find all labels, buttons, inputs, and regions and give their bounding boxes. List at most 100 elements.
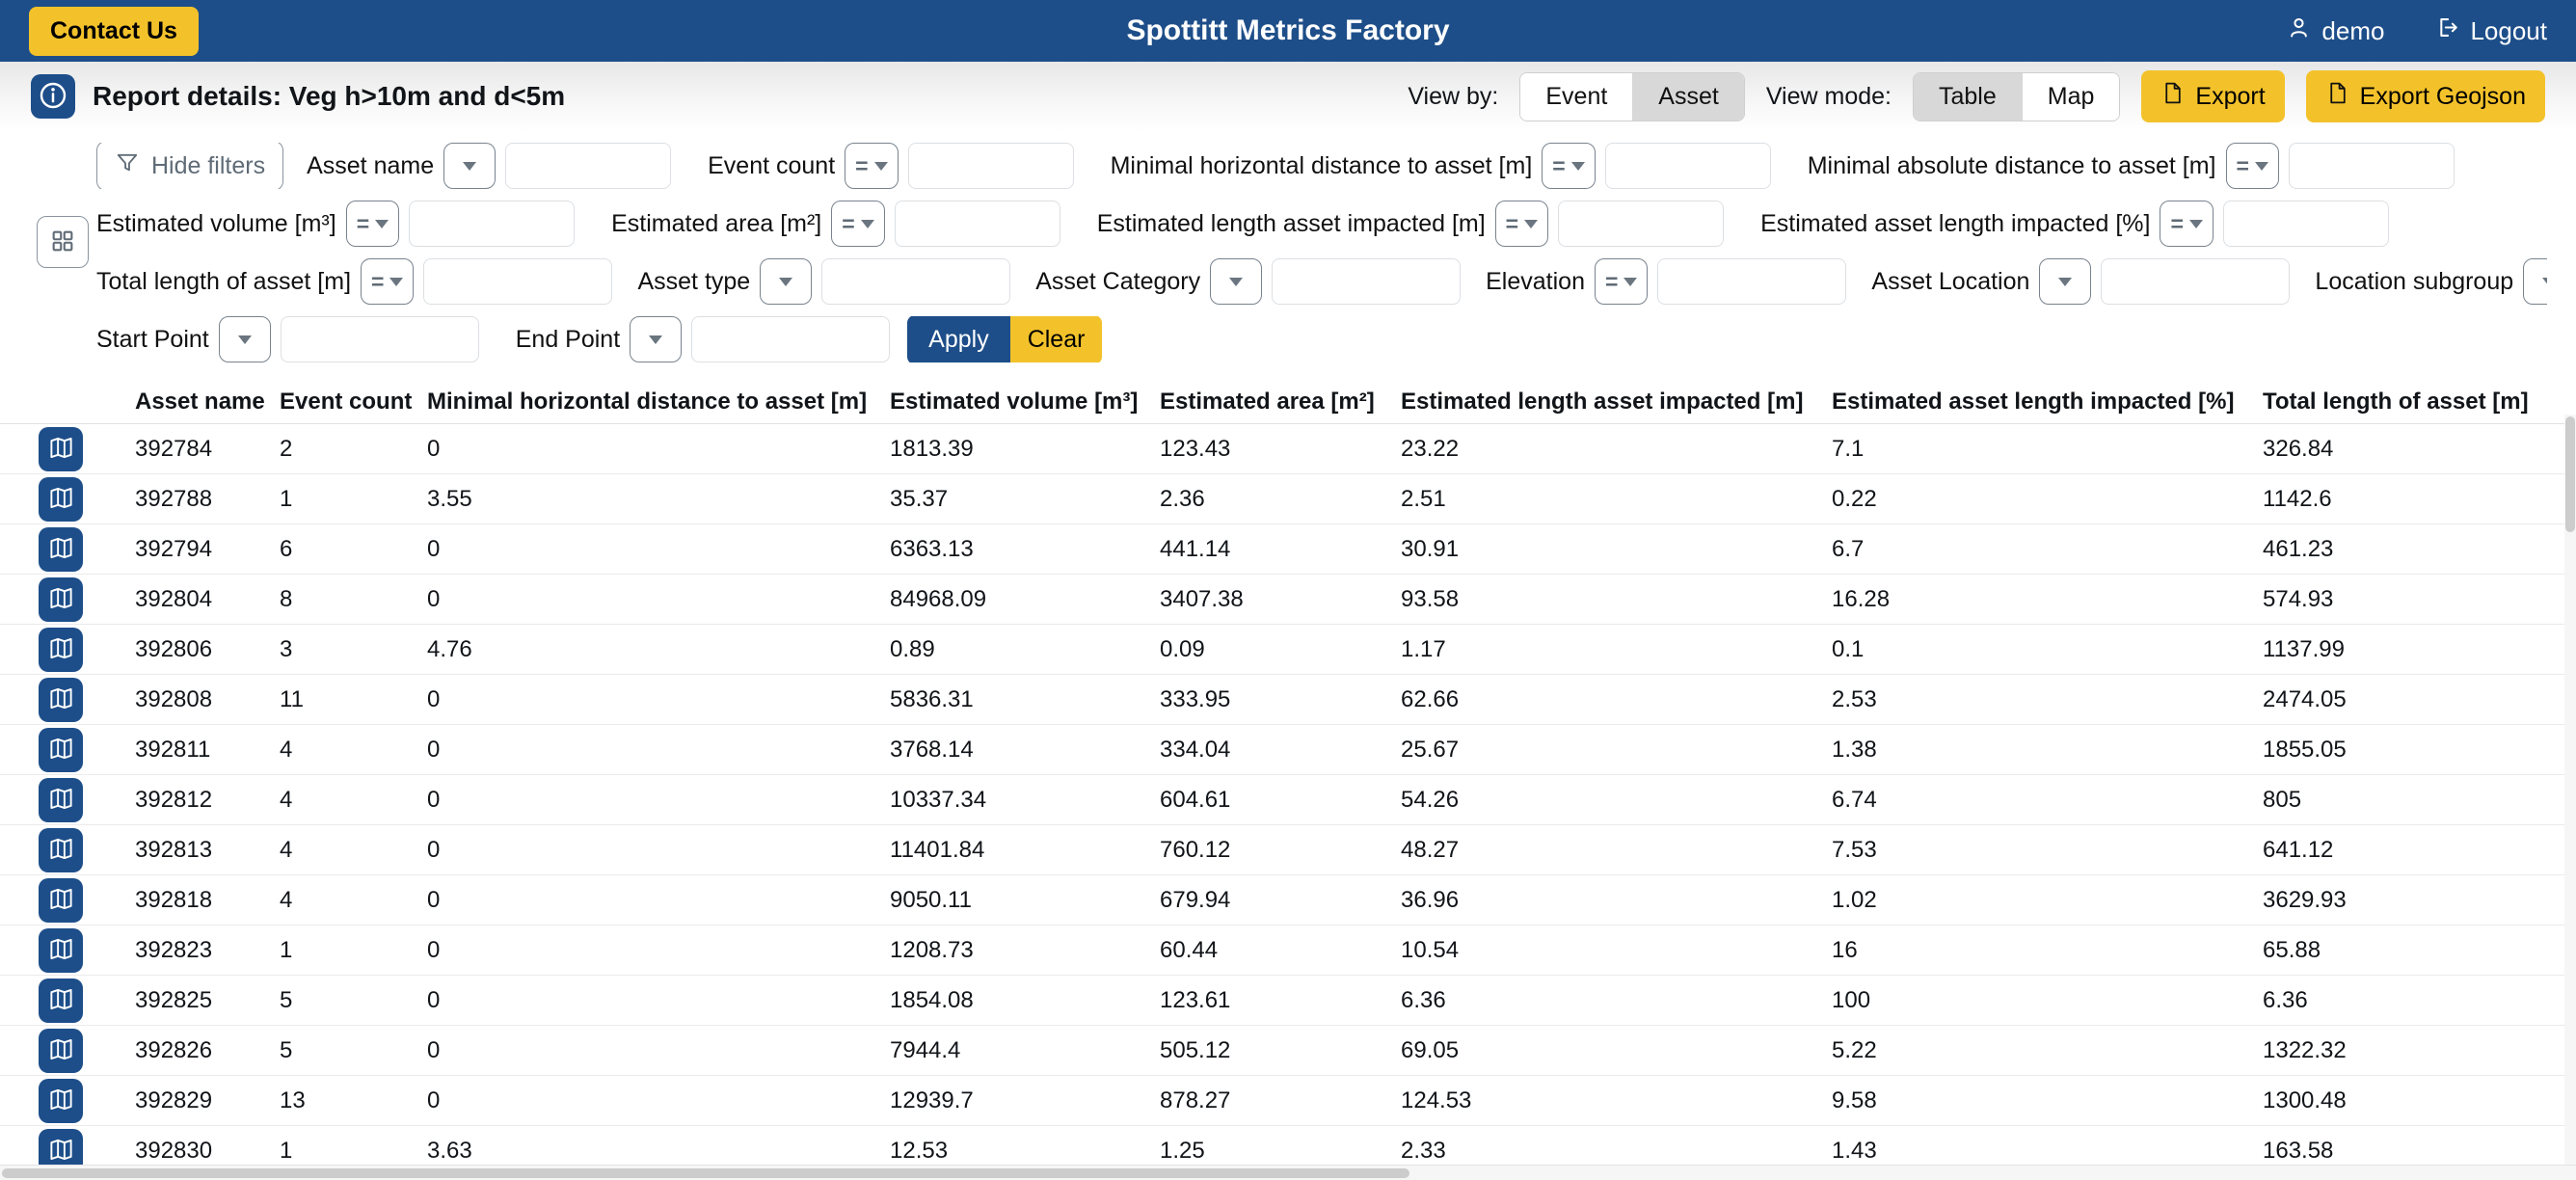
horizontal-scrollbar-thumb[interactable]: [2, 1168, 1409, 1178]
cell-total-length-of-asset-m: 461.23: [2263, 535, 2334, 562]
cell-estimated-volume-m: 11401.84: [890, 836, 985, 863]
show-on-map-button[interactable]: [39, 526, 83, 572]
filter-field-elevation: Elevation =: [1486, 258, 1847, 305]
show-on-map-button[interactable]: [39, 827, 83, 872]
export-button[interactable]: Export: [2141, 70, 2285, 122]
apply-button[interactable]: Apply: [907, 316, 1010, 362]
show-on-map-button[interactable]: [39, 927, 83, 973]
filter-input-event-count[interactable]: [907, 143, 1074, 189]
cell-minimal-horizontal-distance-to-asset-m: 3.63: [427, 1137, 472, 1164]
show-on-map-button[interactable]: [39, 677, 83, 722]
filter-operator-elevation[interactable]: =: [1594, 258, 1649, 305]
hide-filters-button[interactable]: Hide filters: [96, 143, 284, 189]
cell-estimated-volume-m: 7944.4: [890, 1036, 961, 1063]
cell-total-length-of-asset-m: 1142.6: [2263, 485, 2332, 512]
filter-input-start-point[interactable]: [280, 316, 479, 362]
map-icon: [48, 786, 74, 815]
filter-operator-minimal-horizontal-distance-to-asset-m[interactable]: =: [1542, 143, 1596, 189]
export-geojson-label: Export Geojson: [2359, 82, 2526, 110]
clear-button[interactable]: Clear: [1009, 316, 1103, 362]
cell-total-length-of-asset-m: 65.88: [2263, 936, 2321, 963]
show-on-map-button[interactable]: [39, 1078, 83, 1123]
equals-operator-glyph: =: [1552, 152, 1566, 178]
chevron-down-icon: [375, 219, 389, 228]
filter-input-elevation[interactable]: [1657, 258, 1847, 305]
horizontal-scrollbar[interactable]: [0, 1165, 2576, 1180]
cell-minimal-horizontal-distance-to-asset-m: 0: [427, 936, 441, 963]
filter-operator-asset-category[interactable]: [1210, 258, 1263, 305]
filter-input-end-point[interactable]: [691, 316, 891, 362]
show-on-map-button[interactable]: [39, 777, 83, 822]
show-on-map-button[interactable]: [39, 978, 83, 1023]
filter-operator-asset-location[interactable]: [2039, 258, 2092, 305]
filter-operator-minimal-absolute-distance-to-asset-m[interactable]: =: [2225, 143, 2279, 189]
filter-label-minimal-horizontal-distance-to-asset-m: Minimal horizontal distance to asset [m]: [1110, 151, 1533, 179]
view-mode-map-button[interactable]: Map: [2021, 72, 2120, 121]
filter-operator-asset-name[interactable]: [443, 143, 496, 189]
filter-operator-estimated-length-asset-impacted-m[interactable]: =: [1494, 201, 1549, 247]
view-mode-table-button[interactable]: Table: [1914, 72, 2022, 121]
filter-operator-start-point[interactable]: [218, 316, 271, 362]
user-menu[interactable]: demo: [2286, 14, 2384, 47]
report-info-button[interactable]: [31, 74, 75, 119]
view-by-asset-button[interactable]: Asset: [1632, 72, 1744, 121]
view-by-event-button[interactable]: Event: [1520, 72, 1633, 121]
export-geojson-button[interactable]: Export Geojson: [2305, 70, 2545, 122]
logout-button[interactable]: Logout: [2434, 14, 2547, 47]
filter-input-estimated-length-asset-impacted-m[interactable]: [1558, 201, 1725, 247]
filter-operator-asset-type[interactable]: [760, 258, 813, 305]
top-navbar: Contact Us Spottitt Metrics Factory demo…: [0, 0, 2576, 62]
report-details-bar: Report details: Veg h>10m and d<5m View …: [0, 62, 2576, 131]
cell-estimated-volume-m: 9050.11: [890, 886, 972, 913]
view-mode-label: View mode:: [1765, 82, 1892, 110]
filter-field-estimated-area-m: Estimated area [m²] =: [611, 201, 1060, 247]
cell-estimated-asset-length-impacted: 1.02: [1832, 886, 1877, 913]
filter-operator-end-point[interactable]: [630, 316, 683, 362]
filter-input-minimal-absolute-distance-to-asset-m[interactable]: [2288, 143, 2455, 189]
chevron-down-icon: [463, 161, 477, 171]
vertical-scrollbar[interactable]: [2564, 415, 2576, 1165]
vertical-scrollbar-thumb[interactable]: [2565, 416, 2575, 532]
filter-input-minimal-horizontal-distance-to-asset-m[interactable]: [1604, 143, 1771, 189]
cell-asset-name: 392808: [135, 685, 213, 712]
filter-operator-estimated-area-m[interactable]: =: [831, 201, 885, 247]
filter-input-asset-type[interactable]: [821, 258, 1011, 305]
show-on-map-button[interactable]: [39, 577, 83, 622]
cell-total-length-of-asset-m: 805: [2263, 786, 2302, 813]
filter-operator-estimated-asset-length-impacted[interactable]: =: [2160, 201, 2214, 247]
filter-input-total-length-of-asset-m[interactable]: [423, 258, 613, 305]
map-button-cell: [0, 777, 135, 822]
map-button-cell: [0, 978, 135, 1023]
filter-operator-location-subgroup[interactable]: [2523, 258, 2547, 305]
filter-input-asset-location[interactable]: [2101, 258, 2291, 305]
view-by-toggle: Event Asset: [1519, 71, 1745, 121]
filter-input-estimated-volume-m[interactable]: [409, 201, 576, 247]
show-on-map-button[interactable]: [39, 426, 83, 471]
show-on-map-button[interactable]: [39, 476, 83, 522]
filter-input-asset-name[interactable]: [505, 143, 672, 189]
show-on-map-button[interactable]: [39, 727, 83, 772]
cell-estimated-asset-length-impacted: 100: [1832, 986, 1871, 1013]
cell-estimated-volume-m: 6363.13: [890, 535, 974, 562]
contact-us-button[interactable]: Contact Us: [29, 6, 199, 56]
filter-field-asset-location: Asset Location: [1871, 258, 2291, 305]
filter-input-estimated-asset-length-impacted[interactable]: [2222, 201, 2389, 247]
filter-operator-total-length-of-asset-m[interactable]: =: [361, 258, 415, 305]
show-on-map-button[interactable]: [39, 1028, 83, 1073]
report-title: Report details: Veg h>10m and d<5m: [93, 81, 566, 111]
map-button-cell: [0, 1078, 135, 1123]
cell-total-length-of-asset-m: 1137.99: [2263, 635, 2345, 662]
column-settings-button[interactable]: [37, 216, 89, 268]
filter-input-asset-category[interactable]: [1272, 258, 1462, 305]
show-on-map-button[interactable]: [39, 877, 83, 923]
cell-estimated-volume-m: 12939.7: [890, 1086, 974, 1113]
cell-event-count: 11: [280, 685, 304, 712]
cell-minimal-horizontal-distance-to-asset-m: 4.76: [427, 635, 472, 662]
cell-estimated-area-m: 60.44: [1160, 936, 1219, 963]
filter-input-estimated-area-m[interactable]: [894, 201, 1060, 247]
filter-operator-event-count[interactable]: =: [845, 143, 899, 189]
cell-asset-name: 392788: [135, 485, 213, 512]
show-on-map-button[interactable]: [39, 627, 83, 672]
map-icon: [48, 585, 74, 614]
filter-operator-estimated-volume-m[interactable]: =: [345, 201, 400, 247]
